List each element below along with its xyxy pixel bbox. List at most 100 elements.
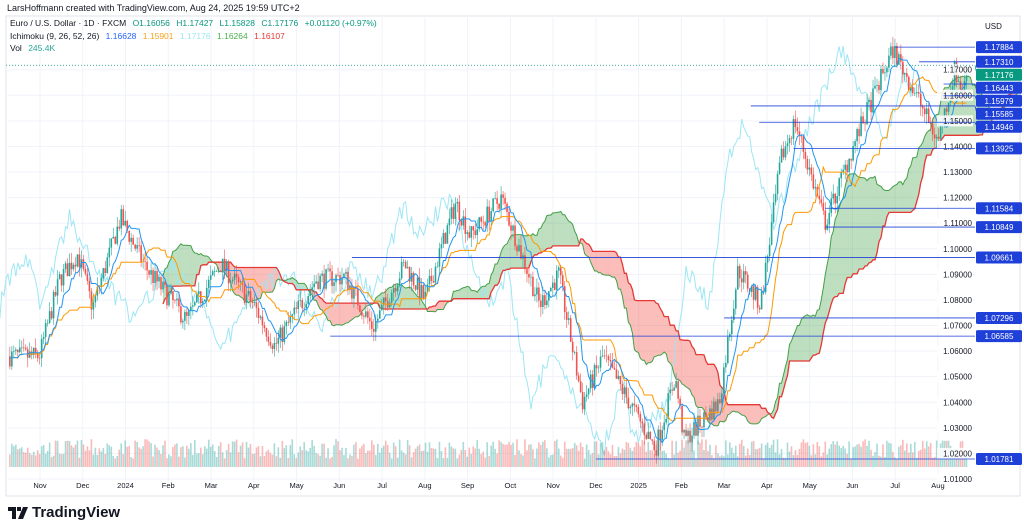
volume-bar <box>794 449 797 467</box>
volume-bar <box>44 453 47 467</box>
candle-body <box>734 289 737 309</box>
candle-body <box>832 193 835 199</box>
candle-body <box>100 278 103 288</box>
volume-bar <box>42 445 45 467</box>
volume-bar <box>864 439 866 467</box>
volume-bar <box>62 453 65 467</box>
cloud-segment <box>910 157 913 213</box>
volume-bar <box>828 448 831 467</box>
candle-body <box>685 429 687 436</box>
volume-bar <box>732 453 735 467</box>
candle-body <box>233 273 236 280</box>
volume-legend[interactable]: Vol 245.4K <box>10 43 59 53</box>
volume-bar <box>287 458 290 467</box>
candle-body <box>516 246 518 252</box>
x-tick-label: Jul <box>377 481 387 490</box>
volume-bar <box>685 440 687 467</box>
cloud-segment <box>733 404 736 413</box>
volume-bar <box>289 445 292 467</box>
candle-body <box>329 268 331 272</box>
volume-bar <box>190 443 192 467</box>
cloud-segment <box>869 177 872 263</box>
candle-body <box>778 162 781 174</box>
candle-body <box>466 232 469 234</box>
volume-bar <box>583 458 586 467</box>
candle-body <box>701 426 703 428</box>
volume-bar <box>709 444 711 467</box>
volume-bar <box>892 451 894 467</box>
tradingview-logo[interactable]: TradingView <box>8 504 120 521</box>
candle-body <box>42 336 45 339</box>
cloud-segment <box>592 251 595 271</box>
candle-body <box>792 119 795 139</box>
volume-bar <box>756 449 759 467</box>
cloud-segment <box>886 190 889 217</box>
volume-bar <box>506 444 508 467</box>
candle-body <box>567 318 570 320</box>
candle-body <box>345 271 347 274</box>
chikou-value: 1.17176 <box>179 31 211 41</box>
candle-body <box>384 297 387 302</box>
volume-bar <box>721 455 723 467</box>
cloud-segment <box>198 253 201 275</box>
candle-body <box>866 102 868 125</box>
volume-bar <box>130 457 132 467</box>
candle-body <box>371 321 373 329</box>
cloud-segment <box>839 201 842 294</box>
candle-body <box>860 116 862 137</box>
candle-body <box>675 381 677 388</box>
candle-body <box>367 311 369 318</box>
candle-body <box>538 287 540 301</box>
candle-body <box>19 347 21 353</box>
candle-body <box>215 271 218 272</box>
candle-body <box>864 123 866 125</box>
cloud-segment <box>819 299 822 354</box>
x-tick-label: Feb <box>675 481 688 490</box>
volume-bar <box>738 443 741 467</box>
candle-body <box>34 347 37 353</box>
candle-body <box>201 301 204 304</box>
volume-bar <box>711 455 713 467</box>
cloud-segment <box>835 214 838 297</box>
volume-bar <box>748 454 751 467</box>
currency-label[interactable]: USD <box>985 22 1002 31</box>
y-tick-label-bg <box>937 294 973 306</box>
candle-body <box>36 352 39 359</box>
volume-bar <box>277 447 280 467</box>
candle-body <box>906 73 908 77</box>
volume-bar <box>301 450 304 467</box>
volume-bar <box>253 453 256 467</box>
volume-bar <box>361 445 363 467</box>
cloud-segment <box>413 291 416 309</box>
volume-bar <box>548 457 550 467</box>
cloud-segment <box>682 339 685 386</box>
ichimoku-legend[interactable]: Ichimoku (9, 26, 52, 26) 1.16628 1.15901… <box>10 31 289 41</box>
volume-bar <box>26 447 29 467</box>
candle-body <box>878 84 880 91</box>
cloud-segment <box>519 234 521 269</box>
volume-bar <box>436 458 439 467</box>
candle-body <box>933 134 936 139</box>
y-tick-label-bg <box>937 217 973 229</box>
cloud-segment <box>196 253 199 275</box>
cloud-segment <box>751 404 754 424</box>
price-level-label: 1.11584 <box>985 204 1014 213</box>
cloud-segment <box>880 186 883 238</box>
candle-body <box>617 375 620 379</box>
x-tick-label: Oct <box>505 481 518 490</box>
candle-body <box>784 146 787 158</box>
candle-body <box>492 198 494 212</box>
volume-bar <box>420 451 423 467</box>
volume-bar <box>796 454 799 467</box>
symbol-title[interactable]: Euro / U.S. Dollar · 1D · FXCM <box>10 18 127 28</box>
x-tick-label: Mar <box>718 481 731 490</box>
cloud-segment <box>701 354 704 410</box>
candle-body <box>257 307 260 318</box>
candle-body <box>681 405 683 433</box>
volume-bar <box>886 440 888 467</box>
candle-body <box>557 267 560 271</box>
candle-body <box>645 434 648 439</box>
price-chart[interactable]: Nov Dec 2024 Feb Mar Apr May Jun Jul Aug Sep Oct Nov… <box>0 0 1024 500</box>
cloud-segment <box>664 316 667 354</box>
volume-bar <box>422 450 425 467</box>
